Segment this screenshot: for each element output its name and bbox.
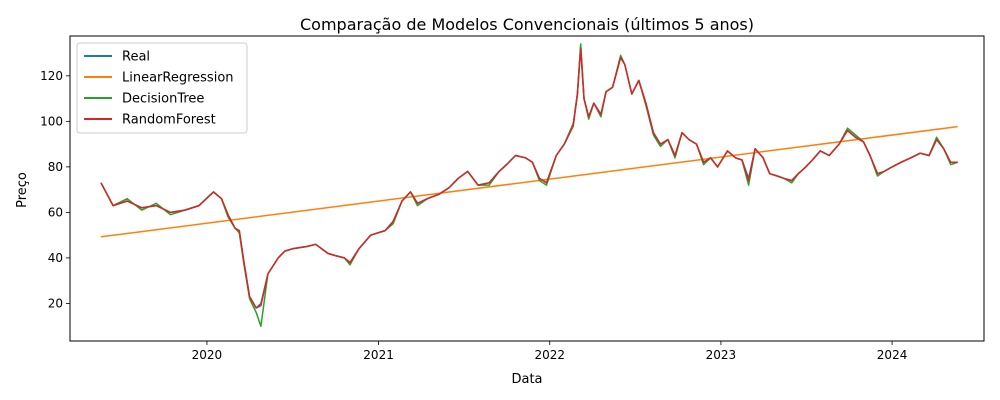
y-axis-ticks: 20 40 60 80 100 120 (40, 69, 70, 310)
x-axis-label: Data (511, 372, 542, 387)
y-tick-label: 120 (40, 69, 63, 83)
x-tick-label: 2022 (534, 348, 565, 362)
axes-frame (69, 35, 985, 342)
legend-label: LinearRegression (122, 71, 234, 86)
x-tick-label: 2021 (363, 348, 394, 362)
series-line-linearregression (100, 125, 958, 238)
legend-label: DecisionTree (122, 92, 204, 107)
x-tick-label: 2024 (877, 348, 908, 362)
x-tick-label: 2020 (192, 348, 223, 362)
legend: Real LinearRegression DecisionTree RandomFo… (76, 42, 248, 134)
chart-title: Comparação de Modelos Convencionais (últ… (300, 15, 754, 34)
y-tick-label: 20 (48, 296, 63, 310)
y-tick-label: 100 (40, 114, 63, 128)
y-axis-label: Preço (15, 172, 30, 208)
x-tick-label: 2023 (706, 348, 737, 362)
y-tick-label: 40 (48, 251, 63, 265)
legend-label: Real (122, 50, 150, 65)
legend-label: RandomForest (122, 113, 216, 128)
y-tick-label: 80 (48, 160, 63, 174)
y-tick-label: 60 (48, 205, 63, 219)
plot-area (100, 43, 958, 327)
legend-box (76, 42, 248, 134)
x-axis-ticks: 2020 2021 2022 2023 2024 (192, 341, 908, 362)
series-line-randomforest (100, 47, 958, 309)
